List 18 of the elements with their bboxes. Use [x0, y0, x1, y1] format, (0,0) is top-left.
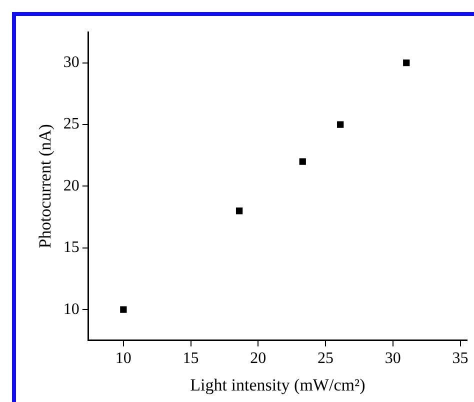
point	[299, 158, 306, 165]
point	[236, 208, 243, 214]
x-tick-label: 30	[384, 350, 401, 368]
y-tick-label: 25	[63, 116, 80, 133]
y-tick-label: 15	[63, 239, 80, 256]
x-tick-label: 20	[250, 350, 266, 368]
x-tick-label: 10	[115, 350, 132, 368]
point	[403, 60, 410, 66]
y-tick-label: 20	[63, 177, 80, 194]
y-tick-label: 30	[63, 54, 80, 72]
point	[337, 121, 344, 128]
x-axis-title: Light intensity (mW/cm²)	[190, 375, 366, 394]
x-tick-label: 25	[318, 350, 334, 368]
y-axis-title: Photocurrent (nA)	[36, 124, 55, 248]
x-tick-label: 15	[182, 350, 199, 368]
point	[120, 306, 127, 313]
y-tick-label: 10	[63, 300, 80, 318]
x-tick-label: 35	[452, 350, 468, 368]
